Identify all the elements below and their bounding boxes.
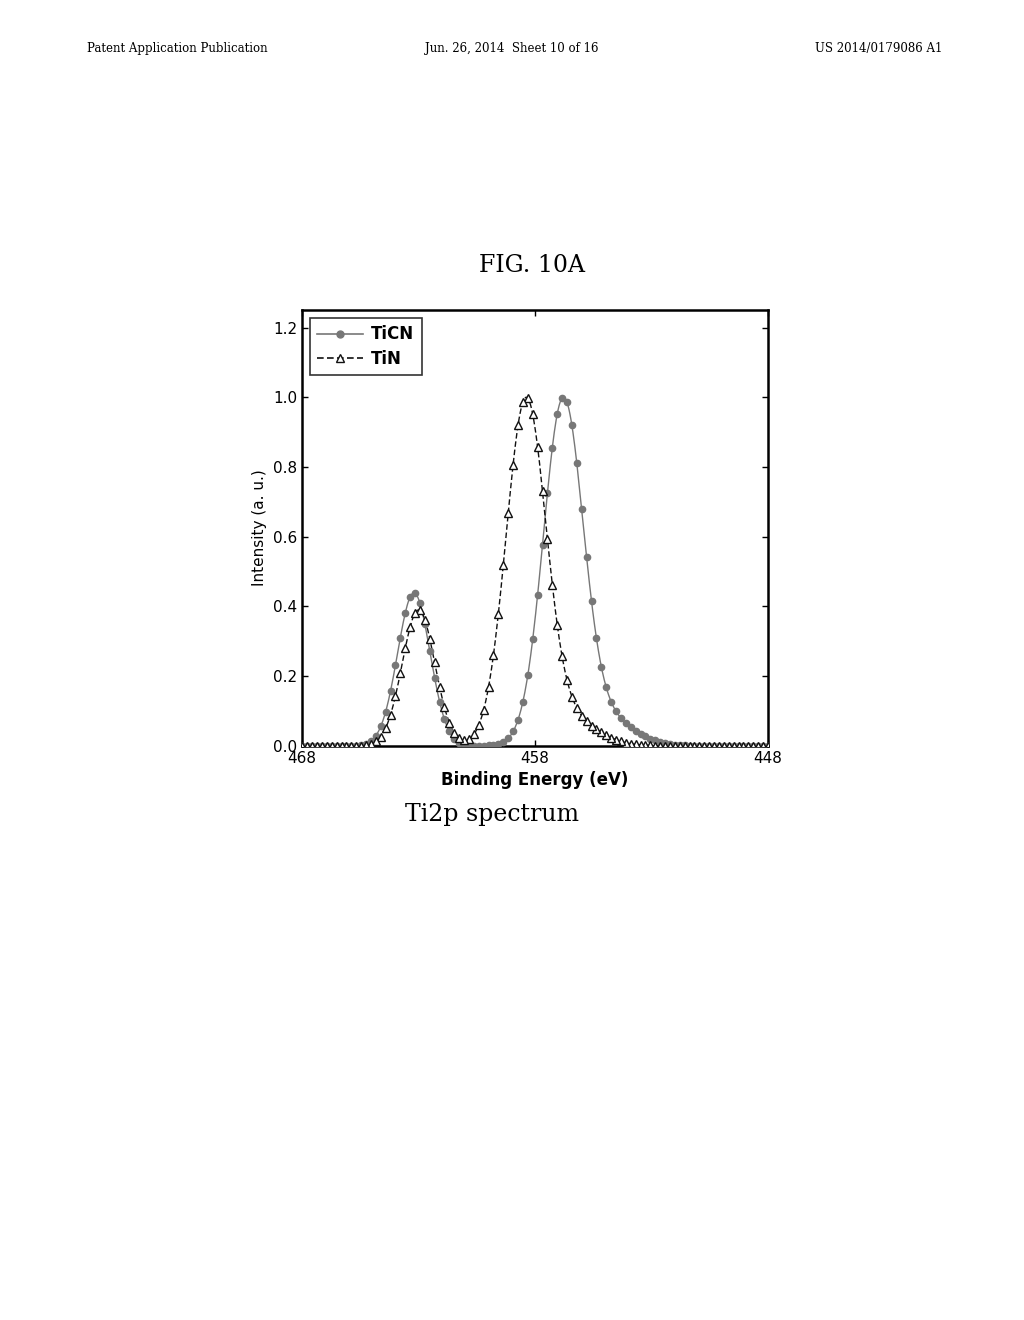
Text: US 2014/0179086 A1: US 2014/0179086 A1 — [815, 42, 942, 55]
Text: FIG. 10A: FIG. 10A — [479, 255, 586, 277]
Legend: TiCN, TiN: TiCN, TiN — [309, 318, 422, 375]
Text: Ti2p spectrum: Ti2p spectrum — [404, 803, 579, 825]
Text: Jun. 26, 2014  Sheet 10 of 16: Jun. 26, 2014 Sheet 10 of 16 — [425, 42, 599, 55]
Y-axis label: Intensity (a. u.): Intensity (a. u.) — [252, 470, 267, 586]
X-axis label: Binding Energy (eV): Binding Energy (eV) — [441, 771, 629, 789]
Text: Patent Application Publication: Patent Application Publication — [87, 42, 267, 55]
